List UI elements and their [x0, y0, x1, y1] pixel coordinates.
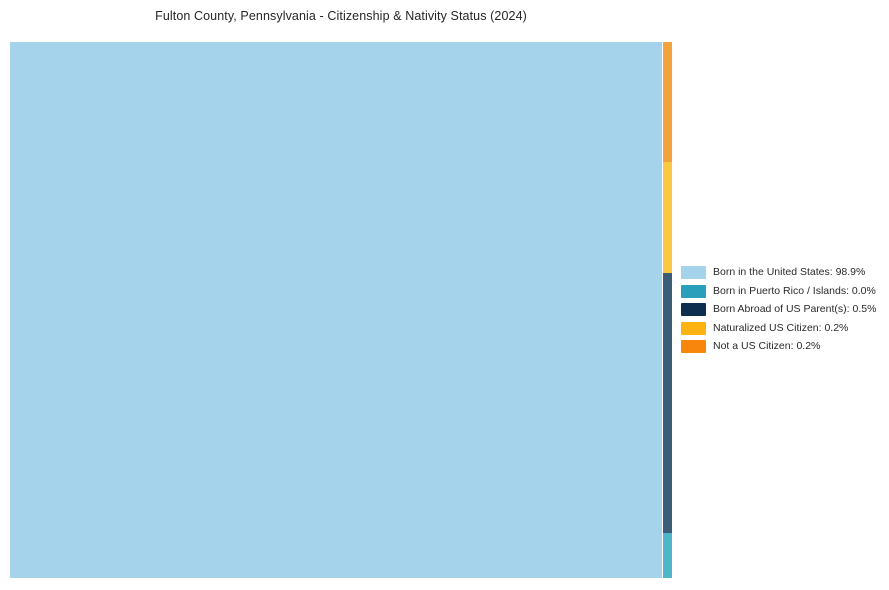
treemap-tile-born-in-us[interactable] [10, 42, 662, 578]
treemap-tile-not-a-us-citizen[interactable] [663, 42, 672, 162]
legend-swatch-icon [681, 266, 706, 279]
legend: Born in the United States: 98.9% Born in… [681, 266, 876, 353]
treemap-tile-born-abroad-us-parents[interactable] [663, 273, 672, 533]
treemap-tile-born-in-puerto-rico-islands[interactable] [663, 533, 672, 578]
legend-item-born-abroad[interactable]: Born Abroad of US Parent(s): 0.5% [681, 303, 876, 316]
legend-swatch-icon [681, 303, 706, 316]
legend-item-label: Not a US Citizen: 0.2% [713, 340, 821, 352]
legend-swatch-icon [681, 321, 706, 335]
legend-item-naturalized[interactable]: Naturalized US Citizen: 0.2% [681, 321, 876, 335]
legend-item-not-a-citizen[interactable]: Not a US Citizen: 0.2% [681, 340, 876, 353]
legend-item-label: Born in Puerto Rico / Islands: 0.0% [713, 284, 876, 297]
legend-item-born-in-us[interactable]: Born in the United States: 98.9% [681, 266, 876, 279]
legend-item-label: Born in the United States: 98.9% [713, 266, 866, 278]
treemap-chart [10, 42, 672, 578]
chart-title: Fulton County, Pennsylvania - Citizenshi… [155, 9, 527, 23]
treemap-tile-naturalized-us-citizen[interactable] [663, 162, 672, 273]
legend-item-label: Naturalized US Citizen: 0.2% [713, 321, 849, 334]
legend-swatch-icon [681, 340, 706, 353]
legend-item-label: Born Abroad of US Parent(s): 0.5% [713, 303, 877, 315]
legend-swatch-icon [681, 284, 706, 298]
legend-item-born-in-puerto-rico[interactable]: Born in Puerto Rico / Islands: 0.0% [681, 284, 876, 298]
